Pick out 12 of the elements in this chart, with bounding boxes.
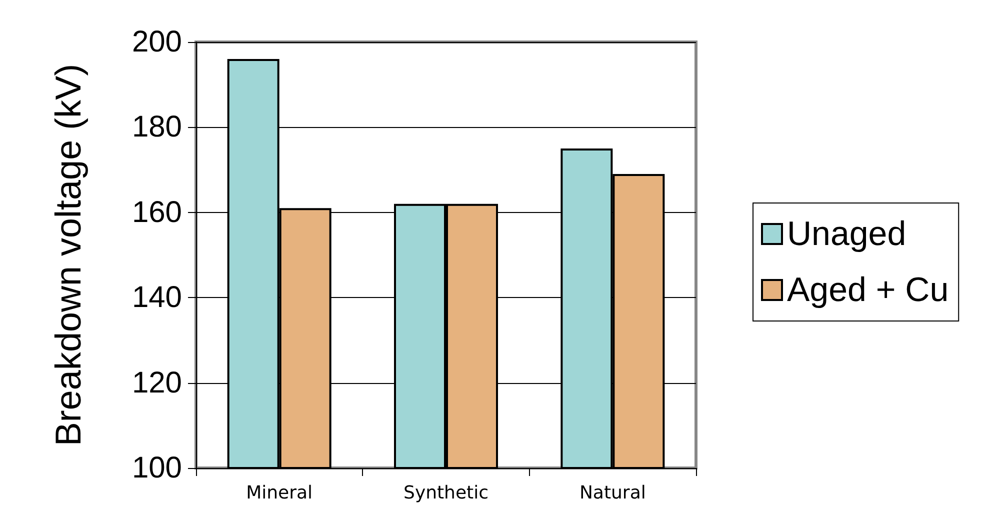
y-tick-label: 160: [132, 196, 182, 229]
y-tick-label: 140: [132, 281, 182, 314]
x-tick-label: Mineral: [246, 482, 313, 504]
legend-label: Aged + Cu: [787, 271, 949, 309]
x-tick-label: Synthetic: [404, 482, 488, 504]
y-tick-label: 100: [132, 452, 182, 484]
y-tick-label: 180: [132, 110, 182, 144]
y-axis-title: Breakdown voltage (kV): [48, 64, 88, 446]
x-tick-label: Natural: [579, 482, 646, 504]
y-tick-label: 120: [132, 366, 182, 400]
legend-label: Unaged: [787, 215, 906, 253]
y-tick-label: 200: [132, 26, 182, 58]
